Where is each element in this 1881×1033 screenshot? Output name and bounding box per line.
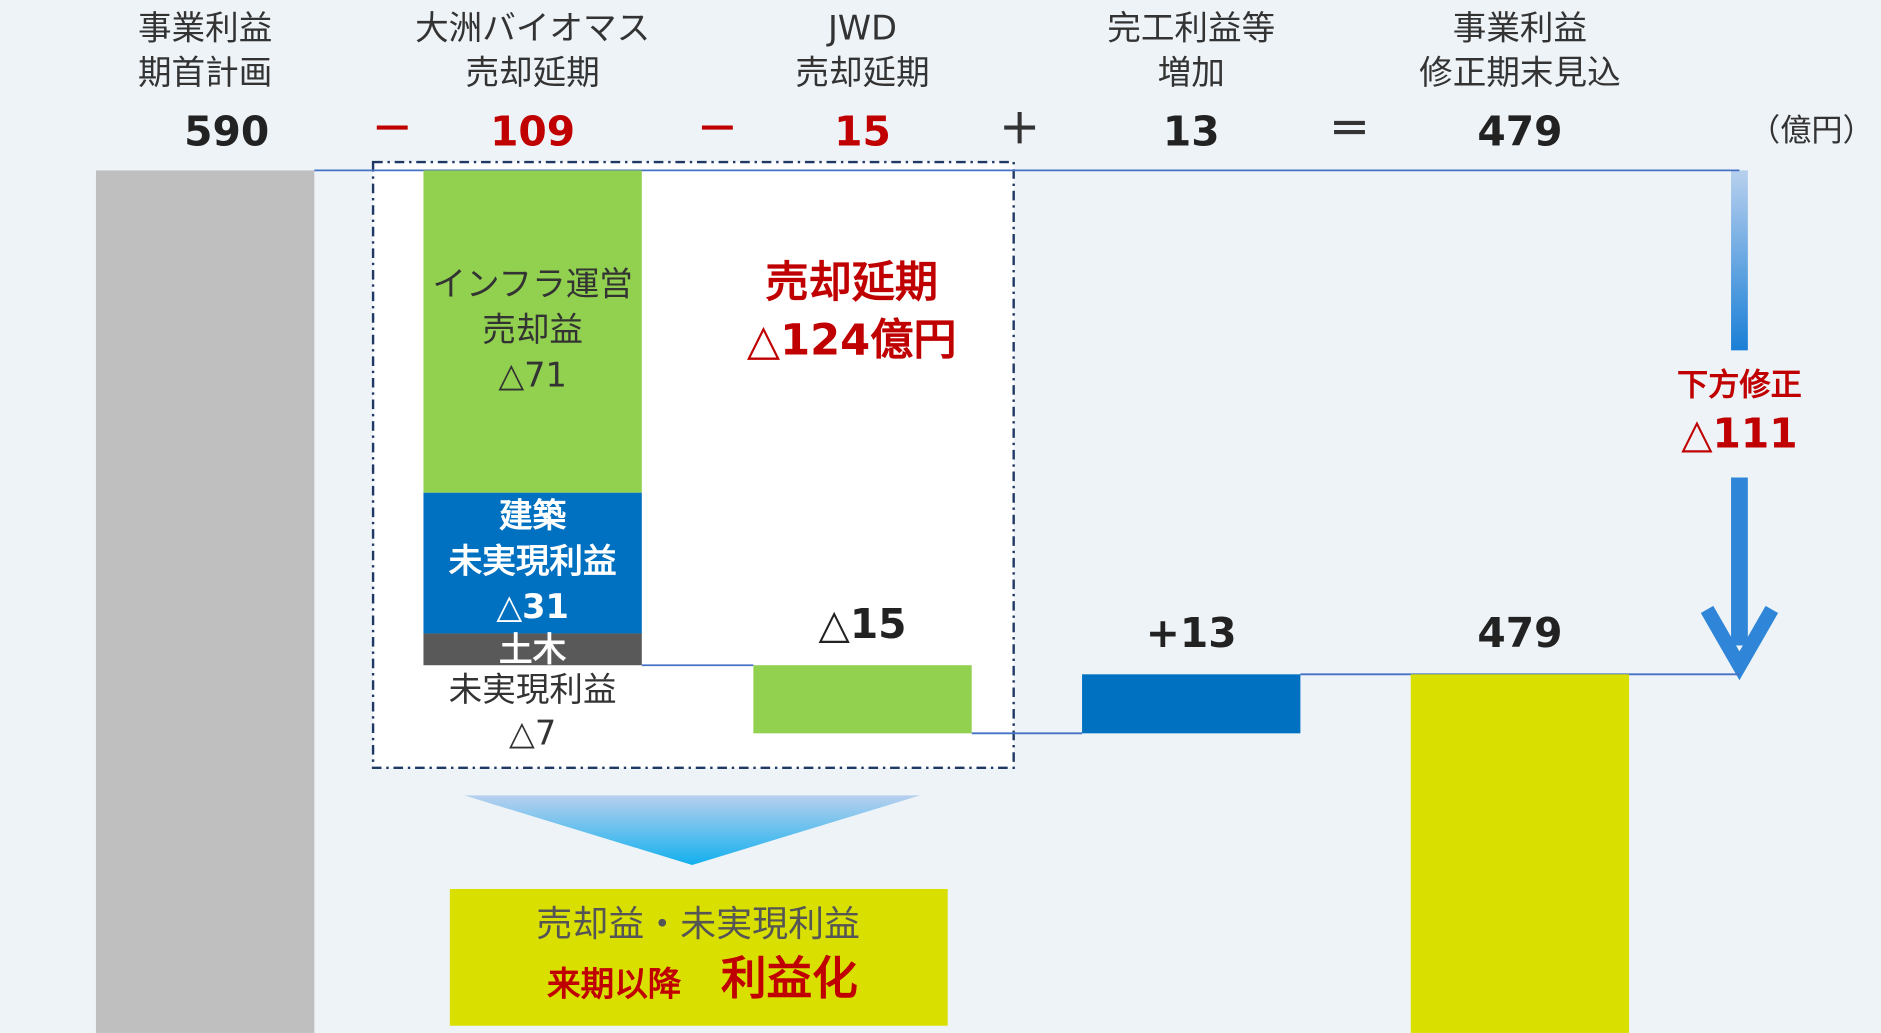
segment-label: インフラ運営 [432,264,632,303]
header-value: 15 [834,107,891,155]
column-header: 期首計画 [138,53,272,92]
column-header: 売却延期 [795,53,929,92]
segment-label: 売却益 [482,310,583,349]
column-header: 増加 [1158,53,1225,92]
operator: － [372,105,413,153]
value-label: △15 [818,600,906,648]
operator: － [697,105,738,153]
segment-label: 未実現利益 [449,670,617,709]
end-bar [1410,674,1630,1033]
value-label: +13 [1146,609,1237,657]
value-label: 479 [1477,609,1562,657]
segment-bar [753,665,972,734]
start-bar [95,170,315,1033]
column-header: JWD [826,9,897,48]
unit: （億円） [1749,113,1874,149]
segment-label: 土木 [499,630,567,669]
note: 利益化 [721,952,858,1005]
header-value: 109 [490,107,575,155]
down-triangle [464,795,921,865]
column-header: 事業利益 [1453,9,1587,48]
segment-label: 建築 [499,496,567,535]
column-header: 事業利益 [138,9,272,48]
header-value: 590 [184,107,269,155]
column-header: 修正期末見込 [1419,53,1620,92]
column-header: 売却延期 [465,53,599,92]
box-label: △124億円 [747,316,957,366]
segment-label: △71 [498,356,567,395]
revision-label: 下方修正 [1677,367,1802,403]
note-box [449,888,948,1026]
segment-bar [1082,674,1301,734]
operator: ＋ [999,105,1040,153]
segment-bar [423,492,642,634]
note: 来期以降 [547,965,682,1004]
segment-label: △7 [509,713,556,752]
header-value: 13 [1163,107,1220,155]
segment-label: △31 [496,587,569,626]
column-header: 完工利益等 [1107,9,1275,48]
note: 売却益・未実現利益 [536,904,860,945]
header-value: 479 [1477,107,1562,155]
box-label: 売却延期 [765,258,938,308]
arrow-head [1700,605,1779,681]
column-header: 大洲バイオマス [415,9,650,48]
segment-bar [423,633,642,666]
operator: ＝ [1329,105,1370,153]
segment-label: 未実現利益 [449,542,617,581]
arrow-shaft [1731,477,1748,646]
segment-bar [423,170,642,493]
arrow-shaft [1731,170,1748,351]
revision-label: △111 [1681,410,1797,458]
